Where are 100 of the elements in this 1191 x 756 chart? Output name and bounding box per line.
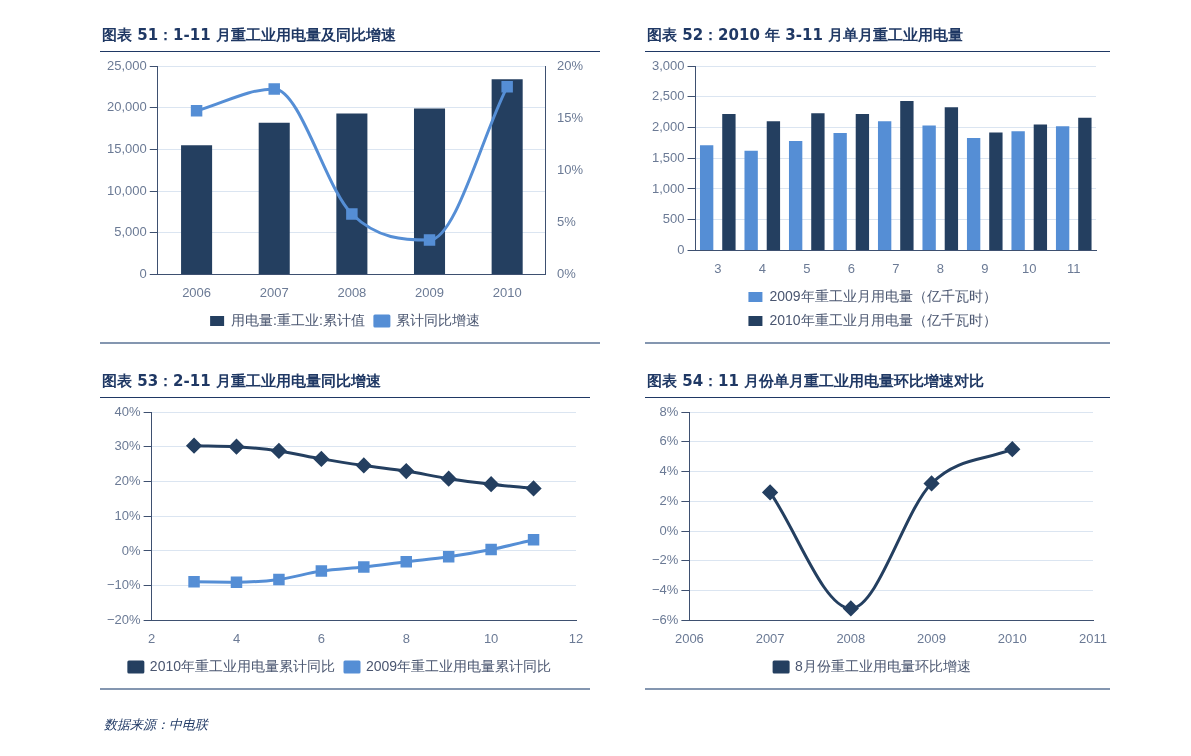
legend-label: 2009年重工业月用电量（亿千瓦时） xyxy=(769,287,997,304)
point xyxy=(268,83,280,95)
x-tick-label: 8 xyxy=(936,260,944,276)
point xyxy=(485,543,497,556)
x-tick-label: 4 xyxy=(758,260,766,276)
point xyxy=(186,438,202,454)
point xyxy=(190,105,203,117)
point xyxy=(423,234,436,246)
x-tick-label: 2006 xyxy=(182,284,212,300)
point xyxy=(527,534,540,546)
x-tick-label: 2006 xyxy=(674,630,704,646)
y-tick-label: 0 xyxy=(677,241,685,257)
legend-label: 8月份重工业用电量环比增速 xyxy=(795,657,971,674)
y-tick-label: −20% xyxy=(106,611,142,627)
x-tick-label: 2008 xyxy=(337,284,367,300)
bar xyxy=(900,101,914,250)
y-tick-label: 0% xyxy=(121,542,142,558)
y-tick-label: 2,500 xyxy=(651,88,685,104)
y-tick-label: 20,000 xyxy=(107,99,147,115)
x-tick-label: 12 xyxy=(568,630,584,646)
x-tick-label: 4 xyxy=(232,630,241,646)
y2-tick-label: 15% xyxy=(556,109,584,125)
chart-title: 图表 54：11 月份单月重工业用电量环比增速对比 xyxy=(645,368,1110,398)
point xyxy=(924,475,940,491)
bar xyxy=(989,132,1003,250)
point xyxy=(188,576,200,588)
point xyxy=(228,439,244,455)
bar xyxy=(855,113,870,250)
y-tick-label: −6% xyxy=(651,611,679,627)
bar xyxy=(766,121,781,250)
y-tick-label: 1,000 xyxy=(651,180,685,196)
bar xyxy=(491,79,523,274)
point xyxy=(441,471,457,487)
y-tick-label: 2% xyxy=(659,492,679,508)
y-tick-label: 40% xyxy=(114,403,142,419)
point xyxy=(271,443,287,459)
y-tick-label: 3,000 xyxy=(651,57,685,73)
x-tick-label: 2010 xyxy=(492,284,522,300)
legend-label: 累计同比增速 xyxy=(395,311,480,328)
point xyxy=(762,484,778,500)
y2-tick-label: 20% xyxy=(556,57,584,73)
x-tick-label: 7 xyxy=(892,260,900,276)
y-tick-label: 2,000 xyxy=(651,119,685,135)
y-tick-label: 25,000 xyxy=(107,57,147,73)
bar xyxy=(944,107,959,250)
point xyxy=(843,600,859,616)
bar xyxy=(722,113,736,250)
point xyxy=(501,81,513,93)
y-tick-label: 6% xyxy=(659,433,679,449)
bar xyxy=(336,113,368,274)
x-tick-label: 2009 xyxy=(415,284,444,300)
y-tick-label: 0% xyxy=(659,522,679,538)
x-tick-label: 3 xyxy=(714,260,722,276)
point xyxy=(230,576,243,588)
bar xyxy=(181,145,213,274)
x-tick-label: 2 xyxy=(147,630,156,646)
x-tick-label: 10 xyxy=(1022,260,1037,276)
point xyxy=(273,573,285,586)
x-tick-label: 8 xyxy=(402,630,410,646)
point xyxy=(398,463,414,479)
legend-label: 2009年重工业用电量累计同比 xyxy=(366,657,552,674)
point xyxy=(526,480,542,496)
y-tick-label: 10% xyxy=(114,507,142,523)
bar xyxy=(877,121,892,250)
point xyxy=(346,208,358,220)
y-tick-label: 5,000 xyxy=(114,224,147,240)
y-tick-label: −4% xyxy=(651,582,679,598)
point xyxy=(358,561,370,573)
point xyxy=(442,551,455,563)
y-tick-label: 4% xyxy=(659,463,679,479)
x-tick-label: 2008 xyxy=(836,630,866,646)
bar xyxy=(1033,124,1048,250)
bar xyxy=(811,113,825,250)
y-tick-label: 1,500 xyxy=(651,149,685,165)
y-tick-label: 0 xyxy=(139,265,147,281)
bar xyxy=(1011,131,1025,250)
chart-title: 图表 51：1-11 月重工业用电量及同比增速 xyxy=(100,22,600,52)
point xyxy=(313,451,329,467)
bar xyxy=(966,137,981,250)
x-tick-label: 2010 xyxy=(997,630,1027,646)
y-tick-label: 30% xyxy=(114,438,142,454)
bar xyxy=(699,145,714,250)
legend-label: 2010年重工业用电量累计同比 xyxy=(149,657,336,674)
point xyxy=(400,555,412,568)
source-note: 数据来源：中电联 xyxy=(104,716,208,734)
legend-label: 用电量:重工业:累计值 xyxy=(231,311,365,328)
bar xyxy=(1055,126,1070,250)
x-tick-label: 10 xyxy=(483,630,499,646)
y2-tick-label: 10% xyxy=(556,161,584,177)
y-tick-label: 500 xyxy=(662,211,685,227)
x-tick-label: 5 xyxy=(803,260,811,276)
bar xyxy=(1078,117,1092,250)
bar xyxy=(258,122,290,274)
x-tick-label: 2007 xyxy=(755,630,785,646)
y-tick-label: 8% xyxy=(659,403,679,419)
y2-tick-label: 5% xyxy=(556,213,577,229)
y-tick-label: −2% xyxy=(651,552,679,568)
y-tick-label: −10% xyxy=(106,577,142,593)
y-tick-label: 10,000 xyxy=(107,182,147,198)
x-tick-label: 2009 xyxy=(917,630,947,646)
